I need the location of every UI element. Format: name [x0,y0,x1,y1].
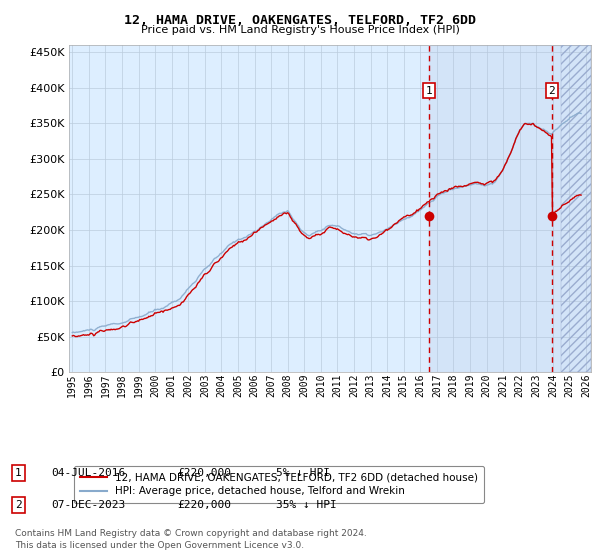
Text: 2: 2 [15,500,22,510]
Legend: 12, HAMA DRIVE, OAKENGATES, TELFORD, TF2 6DD (detached house), HPI: Average pric: 12, HAMA DRIVE, OAKENGATES, TELFORD, TF2… [74,466,484,503]
Text: 1: 1 [425,86,432,96]
Text: 07-DEC-2023: 07-DEC-2023 [51,500,125,510]
Text: £220,000: £220,000 [177,500,231,510]
Text: 35% ↓ HPI: 35% ↓ HPI [276,500,337,510]
Text: Contains HM Land Registry data © Crown copyright and database right 2024.
This d: Contains HM Land Registry data © Crown c… [15,529,367,550]
Text: 5% ↓ HPI: 5% ↓ HPI [276,468,330,478]
Text: 1: 1 [15,468,22,478]
Text: 12, HAMA DRIVE, OAKENGATES, TELFORD, TF2 6DD: 12, HAMA DRIVE, OAKENGATES, TELFORD, TF2… [124,14,476,27]
Text: 2: 2 [548,86,555,96]
Text: 04-JUL-2016: 04-JUL-2016 [51,468,125,478]
Text: Price paid vs. HM Land Registry's House Price Index (HPI): Price paid vs. HM Land Registry's House … [140,25,460,35]
Text: £220,000: £220,000 [177,468,231,478]
